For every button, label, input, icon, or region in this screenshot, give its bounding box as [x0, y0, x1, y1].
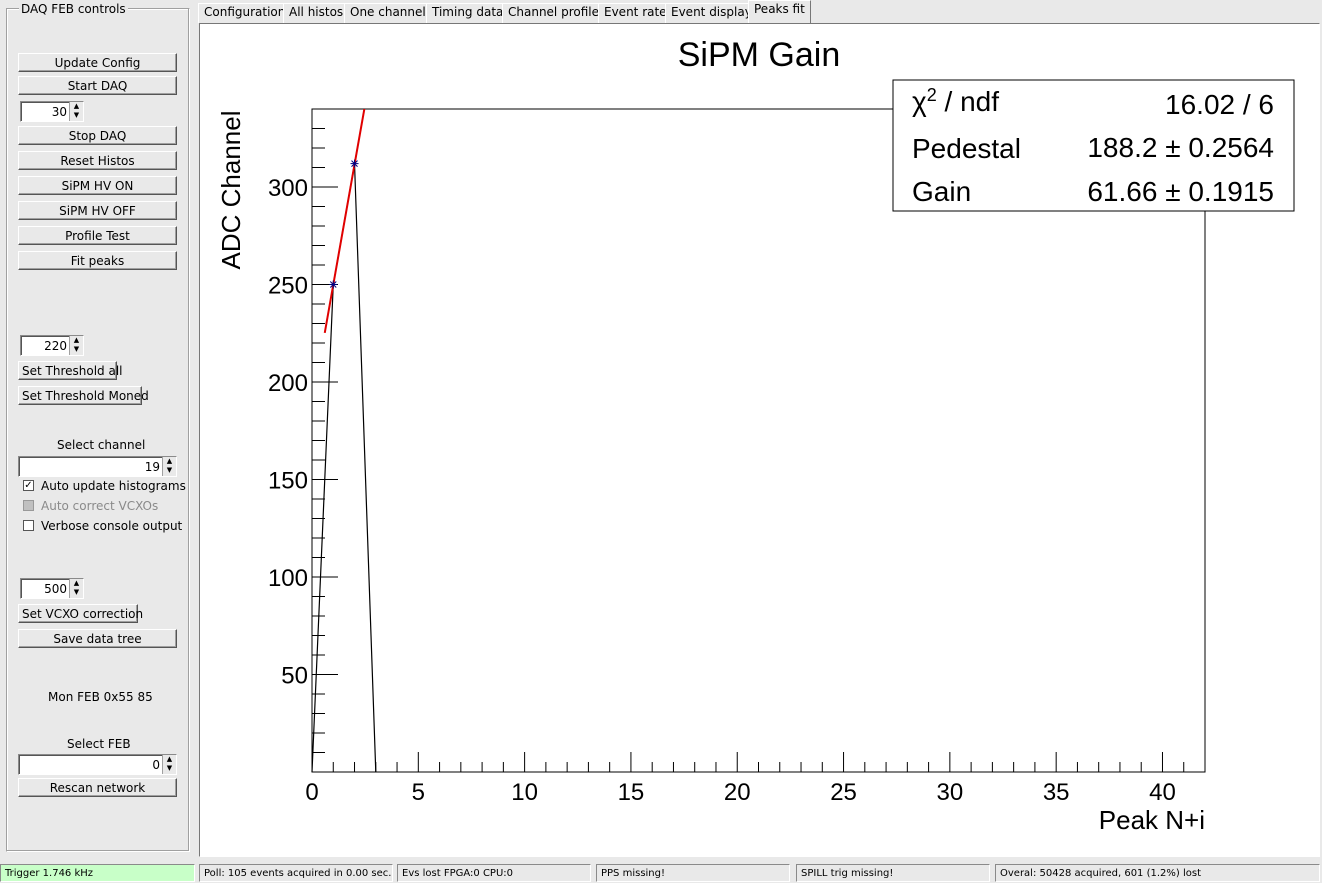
- spin-up-icon[interactable]: ▲: [166, 457, 173, 465]
- daq-time-spinbox[interactable]: 30 ▲ ▼: [20, 101, 84, 122]
- status-bar: Trigger 1.746 kHz Poll: 105 events acqui…: [0, 863, 1322, 883]
- select-channel-label: Select channel: [57, 438, 146, 452]
- auto-update-checkbox[interactable]: ✓: [23, 480, 34, 491]
- y-tick-label: 50: [281, 663, 308, 690]
- auto-correct-label: Auto correct VCXOs: [41, 499, 159, 513]
- spin-down-icon[interactable]: ▼: [73, 111, 80, 119]
- spin-down-icon[interactable]: ▼: [166, 764, 173, 772]
- tab-one-channel[interactable]: One channel: [344, 3, 432, 23]
- rescan-network-button[interactable]: Rescan network: [18, 778, 177, 797]
- stats-pedestal-label: Pedestal: [912, 133, 1021, 164]
- chart-title: SiPM Gain: [678, 36, 841, 74]
- tab-peaks-fit[interactable]: Peaks fit: [748, 0, 811, 23]
- feb-spinbox[interactable]: 0 ▲ ▼: [18, 754, 177, 775]
- graph-line: [311, 163, 377, 773]
- mon-feb-label: Mon FEB 0x55 85: [48, 690, 153, 704]
- sipm-gain-chart: SiPM Gain 0 5 10 15 20 25 30 35 40 50 100 150 200 250…: [216, 36, 1295, 835]
- stats-gain-label: Gain: [912, 176, 971, 207]
- status-events-lost: Evs lost FPGA:0 CPU:0: [397, 864, 591, 882]
- data-point: [329, 280, 338, 289]
- stats-gain-value: 61.66 ± 0.1915: [1087, 176, 1274, 207]
- status-trigger-rate: Trigger 1.746 kHz: [0, 864, 195, 882]
- panel-title: DAQ FEB controls: [19, 2, 128, 16]
- tab-event-display[interactable]: Event display: [665, 3, 758, 23]
- fit-line: [323, 109, 366, 334]
- profile-test-button[interactable]: Profile Test: [18, 226, 177, 245]
- tab-bar: Configuration All histos One channel Tim…: [198, 0, 1322, 23]
- fit-stats-box: χ2 / ndf 16.02 / 6 Pedestal 188.2 ± 0.25…: [892, 79, 1295, 212]
- tab-configuration[interactable]: Configuration: [198, 3, 292, 23]
- x-tick-label: 25: [830, 779, 857, 806]
- x-axis-label: Peak N+i: [1099, 805, 1205, 835]
- spin-up-icon[interactable]: ▲: [166, 755, 173, 763]
- axes: 0 5 10 15 20 25 30 35 40 50 100 150 200 250 300: [268, 128, 1206, 806]
- auto-correct-checkbox[interactable]: [23, 500, 34, 511]
- spin-up-icon[interactable]: ▲: [73, 336, 80, 344]
- status-pps: PPS missing!: [596, 864, 790, 882]
- spin-down-icon[interactable]: ▼: [166, 466, 173, 474]
- y-tick-label: 250: [268, 273, 308, 300]
- tab-all-histos[interactable]: All histos: [283, 3, 350, 23]
- channel-spinbox[interactable]: 19 ▲ ▼: [18, 456, 177, 477]
- x-tick-label: 5: [412, 779, 425, 806]
- start-daq-button[interactable]: Start DAQ: [18, 76, 177, 95]
- status-poll: Poll: 105 events acquired in 0.00 sec.: [199, 864, 393, 882]
- select-feb-label: Select FEB: [67, 737, 131, 751]
- stats-pedestal-value: 188.2 ± 0.2564: [1087, 132, 1274, 163]
- vcxo-spinbox[interactable]: 500 ▲ ▼: [20, 578, 84, 599]
- set-threshold-moned-button[interactable]: Set Threshold Moned: [18, 386, 149, 405]
- y-tick-label: 200: [268, 370, 308, 397]
- daq-controls-panel: DAQ FEB controls Update Config Start DAQ…: [6, 3, 190, 852]
- graph-data: [311, 109, 377, 773]
- verbose-checkbox[interactable]: [23, 520, 34, 531]
- update-config-button[interactable]: Update Config: [18, 53, 177, 72]
- stats-chi2-value: 16.02 / 6: [1165, 89, 1274, 120]
- stats-box-frame: [892, 79, 1295, 212]
- spin-up-icon[interactable]: ▲: [73, 579, 80, 587]
- x-tick-label: 0: [305, 779, 318, 806]
- spin-down-icon[interactable]: ▼: [73, 345, 80, 353]
- fit-peaks-button[interactable]: Fit peaks: [18, 251, 177, 270]
- stats-chi2-label: χ2 / ndf: [912, 85, 999, 117]
- status-overall: Overal: 50428 acquired, 601 (1.2%) lost: [995, 864, 1320, 882]
- tab-channel-profile[interactable]: Channel profile: [502, 3, 605, 23]
- sipm-hv-on-button[interactable]: SiPM HV ON: [18, 176, 177, 195]
- y-axis-label: ADC Channel: [216, 111, 246, 270]
- x-tick-label: 20: [724, 779, 751, 806]
- plot-canvas[interactable]: SiPM Gain 0 5 10 15 20 25 30 35 40 50 100 150 200 250…: [199, 23, 1320, 857]
- set-threshold-all-button[interactable]: Set Threshold all: [18, 361, 123, 380]
- threshold-value: 220: [44, 339, 67, 353]
- x-tick-label: 15: [618, 779, 645, 806]
- verbose-label: Verbose console output: [41, 519, 183, 533]
- y-tick-label: 150: [268, 468, 308, 495]
- status-spill: SPILL trig missing!: [796, 864, 990, 882]
- spin-down-icon[interactable]: ▼: [73, 588, 80, 596]
- x-tick-label: 35: [1043, 779, 1070, 806]
- feb-value: 0: [152, 758, 160, 772]
- set-vcxo-button[interactable]: Set VCXO correction: [18, 604, 143, 623]
- vcxo-value: 500: [44, 582, 67, 596]
- y-tick-label: 300: [268, 175, 308, 202]
- x-tick-label: 30: [937, 779, 964, 806]
- reset-histos-button[interactable]: Reset Histos: [18, 151, 177, 170]
- x-tick-label: 40: [1149, 779, 1176, 806]
- save-data-tree-button[interactable]: Save data tree: [18, 629, 177, 648]
- tab-event-rate[interactable]: Event rate: [598, 3, 673, 23]
- spin-up-icon[interactable]: ▲: [73, 102, 80, 110]
- y-tick-label: 100: [268, 565, 308, 592]
- stop-daq-button[interactable]: Stop DAQ: [18, 126, 177, 145]
- x-tick-label: 10: [511, 779, 538, 806]
- auto-update-label: Auto update histograms: [41, 479, 186, 493]
- channel-value: 19: [144, 460, 160, 474]
- data-point: [350, 159, 359, 168]
- daq-time-value: 30: [51, 105, 67, 119]
- tab-timing-data[interactable]: Timing data: [426, 3, 510, 23]
- threshold-spinbox[interactable]: 220 ▲ ▼: [20, 335, 84, 356]
- sipm-hv-off-button[interactable]: SiPM HV OFF: [18, 201, 177, 220]
